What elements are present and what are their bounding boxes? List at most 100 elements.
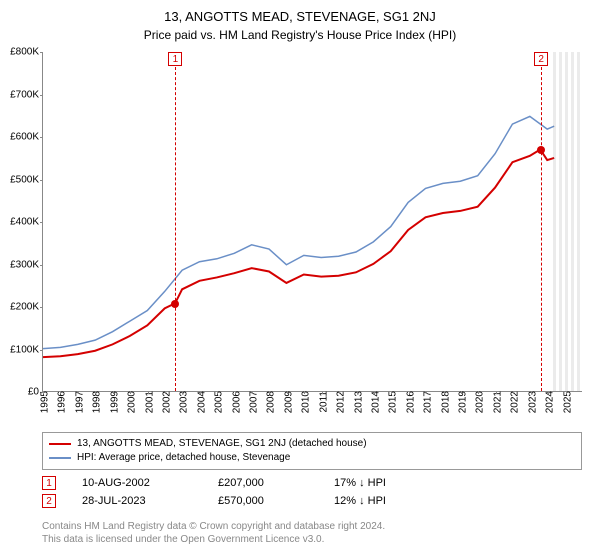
x-tick-mark xyxy=(148,391,149,394)
x-tick-mark xyxy=(287,391,288,394)
x-tick-label: 2021 xyxy=(488,391,503,413)
x-tick-mark xyxy=(496,391,497,394)
x-tick-mark xyxy=(78,391,79,394)
x-tick-label: 1998 xyxy=(88,391,103,413)
forecast-band xyxy=(553,52,582,391)
y-tick-label: £300K xyxy=(10,259,43,270)
x-tick-mark xyxy=(43,391,44,394)
chart-plot-area: £0£100K£200K£300K£400K£500K£600K£700K£80… xyxy=(42,52,582,392)
event-price: £570,000 xyxy=(218,495,308,507)
x-tick-label: 2011 xyxy=(314,391,329,413)
sale-marker-dot xyxy=(171,300,179,308)
x-tick-mark xyxy=(531,391,532,394)
legend-item: 13, ANGOTTS MEAD, STEVENAGE, SG1 2NJ (de… xyxy=(49,437,575,451)
y-tick-label: £500K xyxy=(10,174,43,185)
event-number-box: 1 xyxy=(42,476,56,490)
event-marker-line xyxy=(175,52,176,391)
event-marker-line xyxy=(541,52,542,391)
x-tick-label: 1999 xyxy=(105,391,120,413)
x-tick-label: 2004 xyxy=(192,391,207,413)
x-tick-mark xyxy=(444,391,445,394)
x-tick-label: 2024 xyxy=(541,391,556,413)
legend-label: HPI: Average price, detached house, Stev… xyxy=(77,451,290,465)
chart-footer: Contains HM Land Registry data © Crown c… xyxy=(42,520,582,546)
y-tick-label: £400K xyxy=(10,217,43,228)
event-number-box: 2 xyxy=(42,494,56,508)
events-table-row: 2 28-JUL-2023 £570,000 12% ↓ HPI xyxy=(42,492,582,510)
y-tick-label: £700K xyxy=(10,89,43,100)
x-tick-label: 2020 xyxy=(471,391,486,413)
event-date: 28-JUL-2023 xyxy=(82,495,192,507)
event-diff: 12% ↓ HPI xyxy=(334,495,444,507)
x-tick-mark xyxy=(339,391,340,394)
x-tick-mark xyxy=(322,391,323,394)
x-tick-mark xyxy=(409,391,410,394)
x-tick-mark xyxy=(95,391,96,394)
x-tick-label: 2000 xyxy=(123,391,138,413)
chart-legend: 13, ANGOTTS MEAD, STEVENAGE, SG1 2NJ (de… xyxy=(42,432,582,470)
x-tick-mark xyxy=(304,391,305,394)
sale-marker-dot xyxy=(537,146,545,154)
x-tick-mark xyxy=(252,391,253,394)
x-tick-label: 2019 xyxy=(454,391,469,413)
x-tick-label: 2023 xyxy=(523,391,538,413)
x-tick-label: 2001 xyxy=(140,391,155,413)
y-tick-mark xyxy=(40,137,43,138)
x-tick-mark xyxy=(130,391,131,394)
x-tick-label: 2006 xyxy=(227,391,242,413)
x-tick-mark xyxy=(235,391,236,394)
x-tick-label: 2017 xyxy=(419,391,434,413)
y-tick-mark xyxy=(40,265,43,266)
x-tick-label: 2018 xyxy=(436,391,451,413)
x-tick-mark xyxy=(391,391,392,394)
legend-swatch xyxy=(49,443,71,445)
x-tick-label: 2005 xyxy=(210,391,225,413)
x-tick-label: 2002 xyxy=(157,391,172,413)
legend-swatch xyxy=(49,457,71,459)
x-tick-mark xyxy=(357,391,358,394)
x-tick-mark xyxy=(217,391,218,394)
series-line-property xyxy=(43,149,554,357)
event-date: 10-AUG-2002 xyxy=(82,477,192,489)
x-tick-mark xyxy=(566,391,567,394)
chart-lines-svg xyxy=(43,52,582,391)
x-tick-label: 2009 xyxy=(279,391,294,413)
chart-title: 13, ANGOTTS MEAD, STEVENAGE, SG1 2NJ xyxy=(0,0,600,26)
x-tick-label: 2013 xyxy=(349,391,364,413)
y-tick-label: £100K xyxy=(10,344,43,355)
x-tick-label: 1997 xyxy=(70,391,85,413)
x-tick-mark xyxy=(60,391,61,394)
x-tick-label: 2007 xyxy=(245,391,260,413)
y-tick-mark xyxy=(40,350,43,351)
x-tick-label: 2016 xyxy=(401,391,416,413)
x-tick-mark xyxy=(461,391,462,394)
y-tick-mark xyxy=(40,222,43,223)
event-marker-box: 2 xyxy=(534,52,548,66)
series-line-hpi xyxy=(43,116,554,348)
x-tick-label: 2010 xyxy=(297,391,312,413)
legend-label: 13, ANGOTTS MEAD, STEVENAGE, SG1 2NJ (de… xyxy=(77,437,367,451)
x-tick-label: 1996 xyxy=(53,391,68,413)
x-tick-mark xyxy=(269,391,270,394)
x-tick-mark xyxy=(513,391,514,394)
y-tick-label: £800K xyxy=(10,47,43,58)
x-tick-label: 2008 xyxy=(262,391,277,413)
x-tick-label: 2014 xyxy=(366,391,381,413)
x-tick-mark xyxy=(548,391,549,394)
event-marker-box: 1 xyxy=(168,52,182,66)
event-price: £207,000 xyxy=(218,477,308,489)
events-table: 110-AUG-2002£207,00017% ↓ HPI228-JUL-202… xyxy=(42,474,582,510)
x-tick-label: 1995 xyxy=(36,391,51,413)
x-tick-mark xyxy=(182,391,183,394)
legend-item: HPI: Average price, detached house, Stev… xyxy=(49,451,575,465)
x-tick-label: 2003 xyxy=(175,391,190,413)
x-tick-label: 2015 xyxy=(384,391,399,413)
footer-line-2: This data is licensed under the Open Gov… xyxy=(42,533,582,546)
x-tick-label: 2025 xyxy=(558,391,573,413)
y-tick-mark xyxy=(40,307,43,308)
y-tick-label: £600K xyxy=(10,132,43,143)
x-tick-mark xyxy=(426,391,427,394)
y-tick-mark xyxy=(40,95,43,96)
chart-subtitle: Price paid vs. HM Land Registry's House … xyxy=(0,26,600,42)
events-table-row: 110-AUG-2002£207,00017% ↓ HPI xyxy=(42,474,582,492)
